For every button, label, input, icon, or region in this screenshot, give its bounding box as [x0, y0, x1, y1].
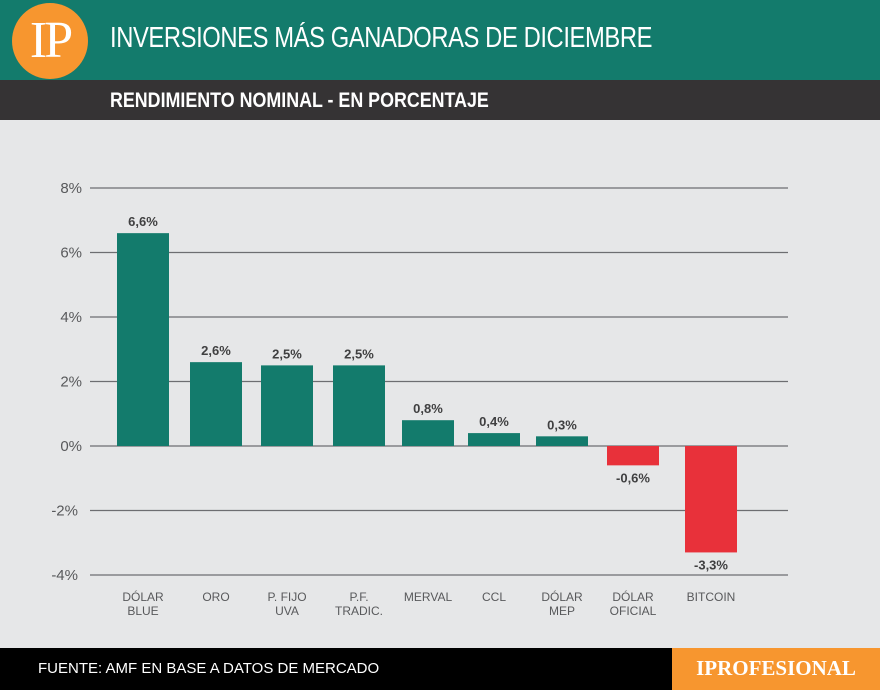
x-tick-label: ORO [202, 590, 229, 604]
bar [261, 365, 313, 446]
data-label: 2,5% [344, 346, 374, 361]
ip-logo: IP [12, 3, 88, 79]
header-bar: IP INVERSIONES MÁS GANADORAS DE DICIEMBR… [0, 0, 880, 80]
data-label: -3,3% [694, 557, 728, 572]
x-tick-label: MEP [549, 604, 575, 618]
x-tick-label: DÓLAR [612, 589, 654, 604]
y-tick-label: -2% [51, 503, 78, 520]
bar [333, 365, 385, 446]
data-label: 6,6% [128, 214, 158, 229]
bar [117, 233, 169, 446]
subtitle-bar: RENDIMIENTO NOMINAL - EN PORCENTAJE [0, 80, 880, 120]
x-tick-label: MERVAL [404, 590, 453, 604]
data-label: 2,5% [272, 346, 302, 361]
x-tick-label: BITCOIN [687, 590, 736, 604]
x-tick-label: P.F. [349, 590, 368, 604]
bar [607, 446, 659, 466]
x-tick-label: DÓLAR [122, 589, 164, 604]
bar [536, 436, 588, 446]
source-note: FUENTE: AMF EN BASE A DATOS DE MERCADO [38, 660, 380, 677]
x-tick-label: UVA [275, 604, 299, 618]
y-tick-label: 8% [60, 180, 82, 197]
data-label: 0,3% [547, 417, 577, 432]
x-tick-label: TRADIC. [335, 604, 383, 618]
y-tick-label: -4% [51, 567, 78, 584]
y-tick-label: 0% [60, 438, 82, 455]
y-tick-label: 6% [60, 245, 82, 262]
bar [190, 362, 242, 446]
data-label: 0,8% [413, 401, 443, 416]
y-tick-label: 2% [60, 374, 82, 391]
data-label: 0,4% [479, 414, 509, 429]
x-tick-label: P. FIJO [267, 590, 306, 604]
chart-subtitle: RENDIMIENTO NOMINAL - EN PORCENTAJE [110, 89, 489, 112]
brand-logo: IPROFESIONAL [672, 648, 880, 690]
data-label: -0,6% [616, 470, 650, 485]
footer-bar: FUENTE: AMF EN BASE A DATOS DE MERCADO I… [0, 648, 880, 690]
x-tick-label: OFICIAL [610, 604, 657, 618]
x-tick-label: CCL [482, 590, 506, 604]
bar [685, 446, 737, 553]
y-tick-label: 4% [60, 309, 82, 326]
x-tick-label: BLUE [127, 604, 158, 618]
x-tick-label: DÓLAR [541, 589, 583, 604]
chart-title: INVERSIONES MÁS GANADORAS DE DICIEMBRE [110, 22, 653, 54]
bar [402, 420, 454, 446]
data-label: 2,6% [201, 343, 231, 358]
bar [468, 433, 520, 446]
